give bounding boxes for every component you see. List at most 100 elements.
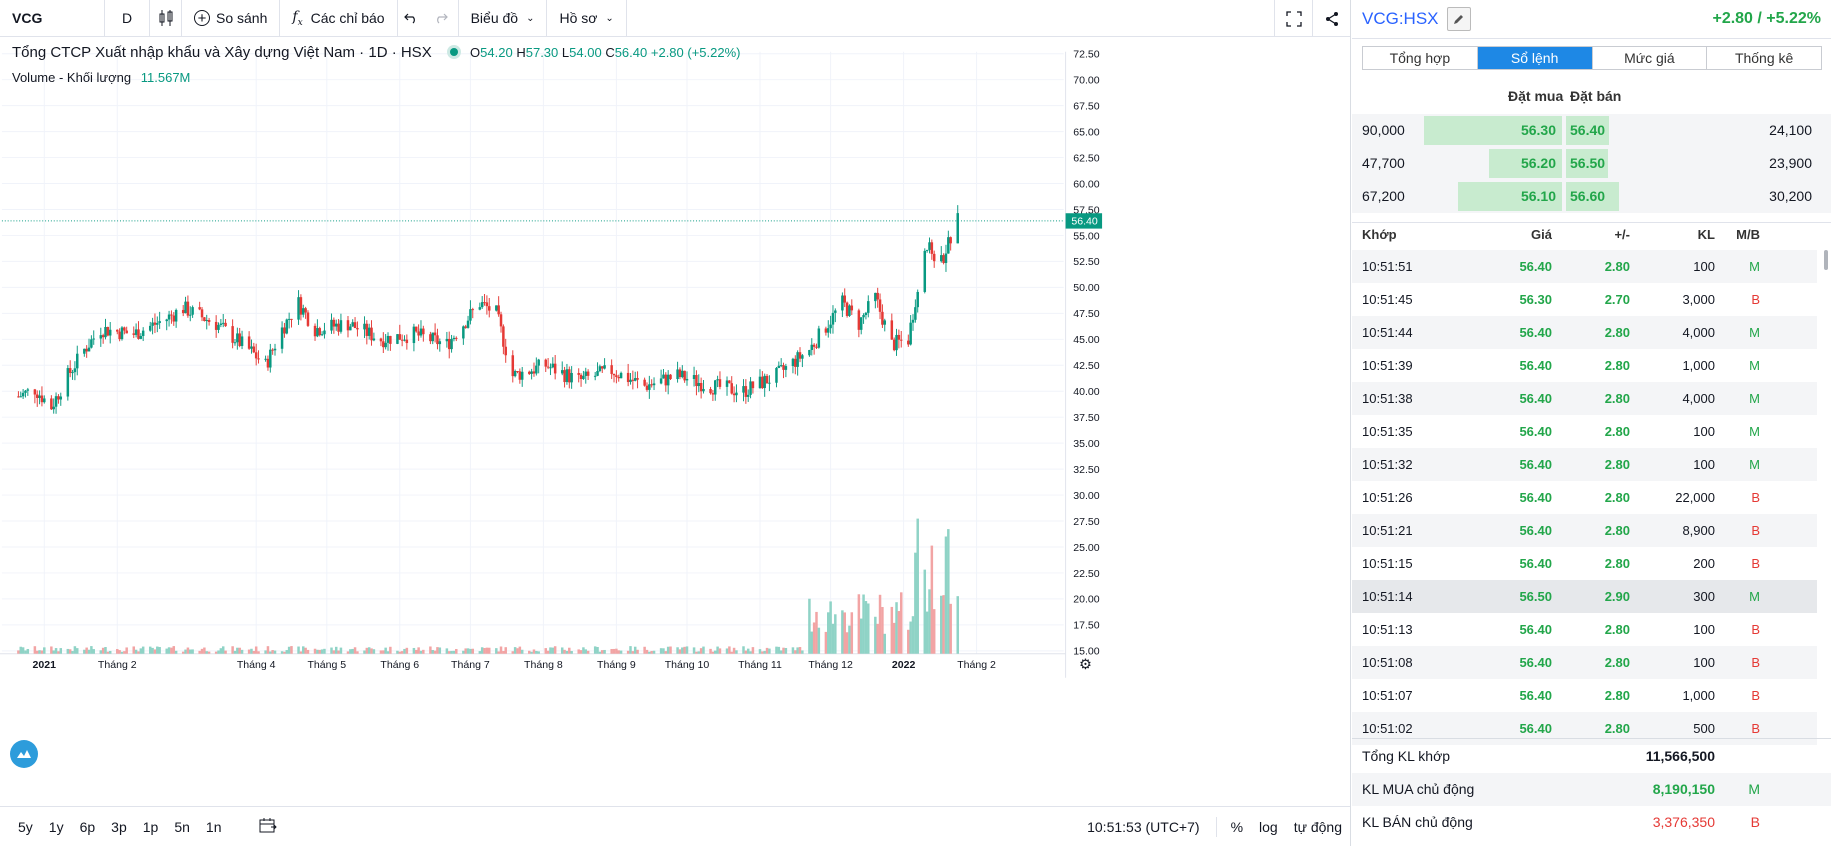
fullscreen-icon[interactable] xyxy=(1274,0,1313,37)
volume-bar xyxy=(83,649,86,654)
candle-body xyxy=(231,326,234,343)
trade-row[interactable]: 10:51:44 56.40 2.80 4,000 M xyxy=(1352,316,1817,349)
volume-bar xyxy=(330,647,333,654)
chart-type-button[interactable]: Biểu đồ ⌄ xyxy=(459,0,548,37)
auto-scale-button[interactable]: tự động xyxy=(1293,818,1342,835)
candle-body xyxy=(765,375,769,384)
series-name: Tổng CTCP Xuất nhập khẩu và Xây dựng Việ… xyxy=(12,44,432,61)
undo-icon[interactable] xyxy=(398,0,424,37)
trade-time: 10:51:51 xyxy=(1362,259,1413,274)
log-scale-button[interactable]: log xyxy=(1259,818,1278,835)
volume-bar xyxy=(758,649,762,654)
buy-price[interactable]: 56.20 xyxy=(1520,155,1556,171)
trade-row[interactable]: 10:51:08 56.40 2.80 100 B xyxy=(1352,646,1817,679)
profile-button[interactable]: Hồ sơ ⌄ xyxy=(547,0,627,37)
candle-body xyxy=(429,334,432,342)
volume-bar xyxy=(415,649,418,654)
trade-volume: 4,000 xyxy=(1682,325,1715,340)
trades-scrollbar[interactable] xyxy=(1824,250,1828,270)
range-button[interactable]: 5n xyxy=(174,818,190,835)
trade-row[interactable]: 10:51:45 56.30 2.70 3,000 B xyxy=(1352,283,1817,316)
candle-body xyxy=(24,390,27,393)
candle-body xyxy=(52,406,55,410)
trade-volume: 200 xyxy=(1693,556,1715,571)
volume-bar xyxy=(586,650,590,654)
trade-row[interactable]: 10:51:32 56.40 2.80 100 M xyxy=(1352,448,1817,481)
candle-body xyxy=(582,375,585,379)
range-button[interactable]: 6p xyxy=(79,818,96,835)
candle-body xyxy=(137,329,140,339)
trade-row[interactable]: 10:51:38 56.40 2.80 4,000 M xyxy=(1352,382,1817,415)
trade-row[interactable]: 10:51:07 56.40 2.80 1,000 B xyxy=(1352,679,1817,712)
percent-scale-button[interactable]: % xyxy=(1230,818,1244,835)
buy-price[interactable]: 56.30 xyxy=(1520,122,1556,138)
candle-body xyxy=(633,378,637,381)
y-tick-label: 62.50 xyxy=(1073,152,1100,164)
volume-bar xyxy=(264,650,267,654)
panel-tab[interactable]: Mức giá xyxy=(1592,47,1708,69)
volume-bar xyxy=(250,648,253,654)
logo-icon[interactable] xyxy=(10,740,38,768)
volume-bar xyxy=(699,648,703,654)
compare-button[interactable]: + So sánh xyxy=(182,0,281,37)
trade-price: 56.40 xyxy=(1519,358,1552,373)
volume-bar xyxy=(546,650,550,654)
goto-date-icon[interactable] xyxy=(259,817,278,836)
volume-bar xyxy=(794,650,797,654)
range-button[interactable]: 3p xyxy=(111,818,127,835)
x-tick-label: 2021 xyxy=(33,659,57,671)
pencil-icon[interactable] xyxy=(1446,7,1471,31)
panel-symbol[interactable]: VCG:HSX xyxy=(1362,9,1439,28)
trade-row[interactable]: 10:51:15 56.40 2.80 200 B xyxy=(1352,547,1817,580)
range-button[interactable]: 1n xyxy=(205,818,222,835)
candle-body xyxy=(54,396,58,407)
indicators-button[interactable]: fx Các chỉ báo xyxy=(280,0,398,37)
candle-body xyxy=(841,295,844,311)
volume-bar xyxy=(299,651,303,654)
trade-row[interactable]: 10:51:51 56.40 2.80 100 M xyxy=(1352,250,1817,283)
symbol-search-button[interactable]: VCG xyxy=(0,0,105,37)
panel-tab[interactable]: Thống kê xyxy=(1707,47,1821,69)
range-button[interactable]: 5y xyxy=(18,818,33,835)
volume-bar xyxy=(87,649,91,654)
volume-bar xyxy=(165,648,168,654)
volume-bar xyxy=(728,646,731,654)
volume-bar xyxy=(205,651,208,654)
candle-body xyxy=(617,376,620,379)
volume-bar xyxy=(817,627,821,654)
share-icon[interactable] xyxy=(1312,0,1351,37)
candle-body xyxy=(17,396,20,398)
sell-price[interactable]: 56.60 xyxy=(1570,188,1606,204)
trade-row[interactable]: 10:51:35 56.40 2.80 100 M xyxy=(1352,415,1817,448)
x-tick-label: Tháng 2 xyxy=(98,659,137,671)
candle-body xyxy=(563,370,566,383)
trade-time: 10:51:35 xyxy=(1362,424,1413,439)
trade-change: 2.80 xyxy=(1604,424,1630,439)
range-button[interactable]: 1y xyxy=(48,818,64,835)
volume-bar xyxy=(940,595,943,654)
candle-body xyxy=(942,255,945,263)
candle-body xyxy=(252,346,256,353)
trade-row[interactable]: 10:51:26 56.40 2.80 22,000 B xyxy=(1352,481,1817,514)
panel-tab[interactable]: Sổ lệnh xyxy=(1477,47,1593,69)
sell-price[interactable]: 56.50 xyxy=(1570,155,1606,171)
chart-frame: VCG D + So sánh fx Các chỉ báo Biểu đồ ⌄… xyxy=(0,0,1351,846)
volume-bar xyxy=(297,646,300,654)
last-price-label: 56.40 xyxy=(1071,216,1098,228)
trade-row[interactable]: 10:51:39 56.40 2.80 1,000 M xyxy=(1352,349,1817,382)
trade-row[interactable]: 10:51:21 56.40 2.80 8,900 B xyxy=(1352,514,1817,547)
interval-button[interactable]: D xyxy=(105,0,150,37)
gear-icon[interactable]: ⚙ xyxy=(1079,657,1092,673)
candles-icon[interactable] xyxy=(150,0,182,37)
panel-tab[interactable]: Tổng hợp xyxy=(1363,47,1478,69)
range-button[interactable]: 1p xyxy=(142,818,159,835)
buy-price[interactable]: 56.10 xyxy=(1520,188,1556,204)
trade-row[interactable]: 10:51:14 56.50 2.90 300 M xyxy=(1352,580,1817,613)
trade-row[interactable]: 10:51:13 56.40 2.80 100 B xyxy=(1352,613,1817,646)
volume-bar xyxy=(346,651,350,654)
trade-row[interactable]: 10:51:02 56.40 2.80 500 B xyxy=(1352,712,1817,745)
candle-body xyxy=(553,363,557,374)
redo-icon[interactable] xyxy=(424,0,459,37)
price-chart[interactable]: 72.5070.0067.5065.0062.5060.0057.5055.00… xyxy=(0,38,1296,776)
sell-price[interactable]: 56.40 xyxy=(1570,122,1606,138)
